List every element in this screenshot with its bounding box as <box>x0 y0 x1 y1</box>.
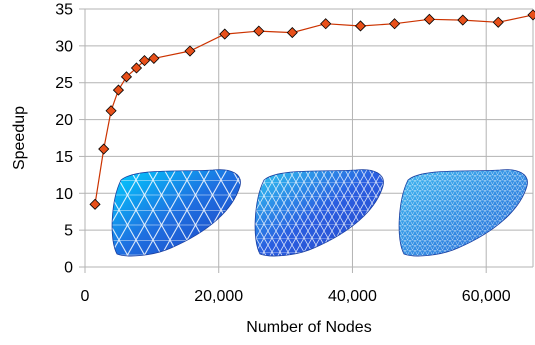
data-point <box>320 18 332 30</box>
data-point <box>527 9 535 21</box>
data-point <box>148 52 160 64</box>
y-tick-label: 25 <box>55 75 73 92</box>
mesh-outline <box>254 169 384 257</box>
data-point <box>89 198 101 210</box>
data-point <box>389 18 401 30</box>
axes: 0 5 10 15 20 25 30 35 0 20,000 40,000 60,000 <box>55 2 533 305</box>
medium-mesh-image <box>254 169 384 257</box>
x-tick-label: 40,000 <box>328 288 377 305</box>
mesh-insets <box>111 169 528 257</box>
data-point <box>112 84 124 96</box>
mesh-wireframe <box>112 169 241 256</box>
y-tick-label: 35 <box>55 2 73 19</box>
data-point <box>138 55 151 67</box>
mesh-outline <box>111 169 241 257</box>
x-axis-title: Number of Nodes <box>246 319 371 336</box>
mesh-wireframe <box>255 169 384 256</box>
data-point <box>130 62 143 74</box>
x-tick-label: 60,000 <box>462 288 511 305</box>
y-tick-label: 10 <box>55 186 73 203</box>
data-point <box>492 16 504 28</box>
data-point <box>354 20 367 32</box>
data-point <box>286 27 298 39</box>
series <box>89 9 535 210</box>
data-point <box>120 71 133 83</box>
data-point <box>457 14 469 26</box>
y-axis-title: Speedup <box>11 106 28 170</box>
data-point <box>98 143 110 155</box>
y-tick-label: 5 <box>64 223 73 240</box>
mesh-outline <box>398 169 528 257</box>
y-tick-label: 20 <box>55 112 73 129</box>
y-tick-label: 15 <box>55 149 73 166</box>
y-tick-label: 0 <box>64 260 73 277</box>
data-point <box>105 105 117 117</box>
fine-mesh-image <box>398 169 528 257</box>
data-point <box>219 28 231 40</box>
coarse-mesh-image <box>111 169 241 257</box>
mesh-wireframe <box>399 169 528 256</box>
x-tick-label: 0 <box>81 288 90 305</box>
data-point <box>423 13 435 25</box>
x-tick-label: 20,000 <box>194 288 243 305</box>
y-tick-label: 30 <box>55 38 73 55</box>
data-point <box>184 45 196 57</box>
data-point <box>253 25 265 37</box>
